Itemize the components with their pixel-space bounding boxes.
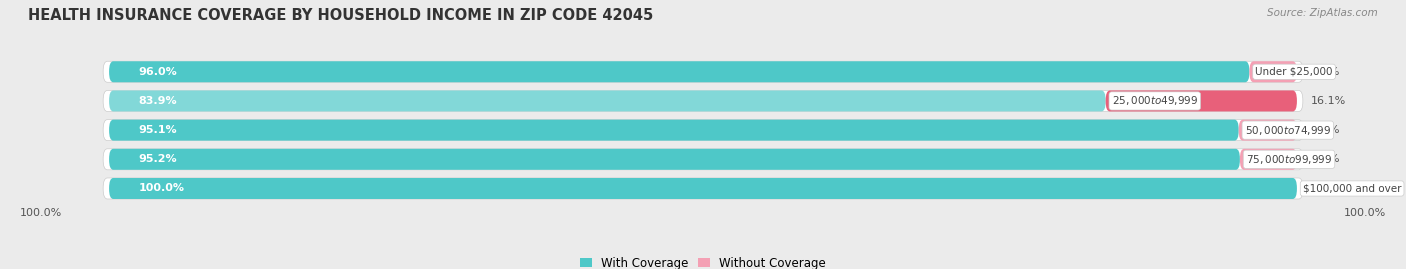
FancyBboxPatch shape: [110, 120, 1239, 141]
Text: Under $25,000: Under $25,000: [1256, 67, 1333, 77]
Text: 95.1%: 95.1%: [139, 125, 177, 135]
Text: 100.0%: 100.0%: [139, 183, 184, 193]
Text: 4.8%: 4.8%: [1312, 154, 1340, 164]
FancyBboxPatch shape: [103, 120, 1303, 141]
Text: $75,000 to $99,999: $75,000 to $99,999: [1246, 153, 1331, 166]
Text: 4.0%: 4.0%: [1312, 67, 1340, 77]
FancyBboxPatch shape: [110, 149, 1240, 170]
FancyBboxPatch shape: [1250, 61, 1296, 82]
Text: 96.0%: 96.0%: [139, 67, 177, 77]
Text: $100,000 and over: $100,000 and over: [1303, 183, 1402, 193]
Text: 95.2%: 95.2%: [139, 154, 177, 164]
FancyBboxPatch shape: [110, 178, 1296, 199]
Text: HEALTH INSURANCE COVERAGE BY HOUSEHOLD INCOME IN ZIP CODE 42045: HEALTH INSURANCE COVERAGE BY HOUSEHOLD I…: [28, 8, 654, 23]
FancyBboxPatch shape: [103, 61, 1303, 82]
Text: Source: ZipAtlas.com: Source: ZipAtlas.com: [1267, 8, 1378, 18]
Text: 100.0%: 100.0%: [20, 208, 62, 218]
Legend: With Coverage, Without Coverage: With Coverage, Without Coverage: [579, 257, 827, 269]
Text: 0.0%: 0.0%: [1312, 183, 1340, 193]
Text: 4.9%: 4.9%: [1312, 125, 1340, 135]
FancyBboxPatch shape: [1240, 149, 1296, 170]
FancyBboxPatch shape: [110, 90, 1105, 111]
Text: $50,000 to $74,999: $50,000 to $74,999: [1244, 124, 1331, 137]
FancyBboxPatch shape: [103, 178, 1303, 199]
Text: 83.9%: 83.9%: [139, 96, 177, 106]
Text: 16.1%: 16.1%: [1312, 96, 1347, 106]
FancyBboxPatch shape: [1105, 90, 1296, 111]
FancyBboxPatch shape: [103, 149, 1303, 170]
FancyBboxPatch shape: [103, 90, 1303, 111]
FancyBboxPatch shape: [1239, 120, 1296, 141]
Text: 100.0%: 100.0%: [1344, 208, 1386, 218]
Text: $25,000 to $49,999: $25,000 to $49,999: [1112, 94, 1198, 107]
FancyBboxPatch shape: [110, 61, 1250, 82]
